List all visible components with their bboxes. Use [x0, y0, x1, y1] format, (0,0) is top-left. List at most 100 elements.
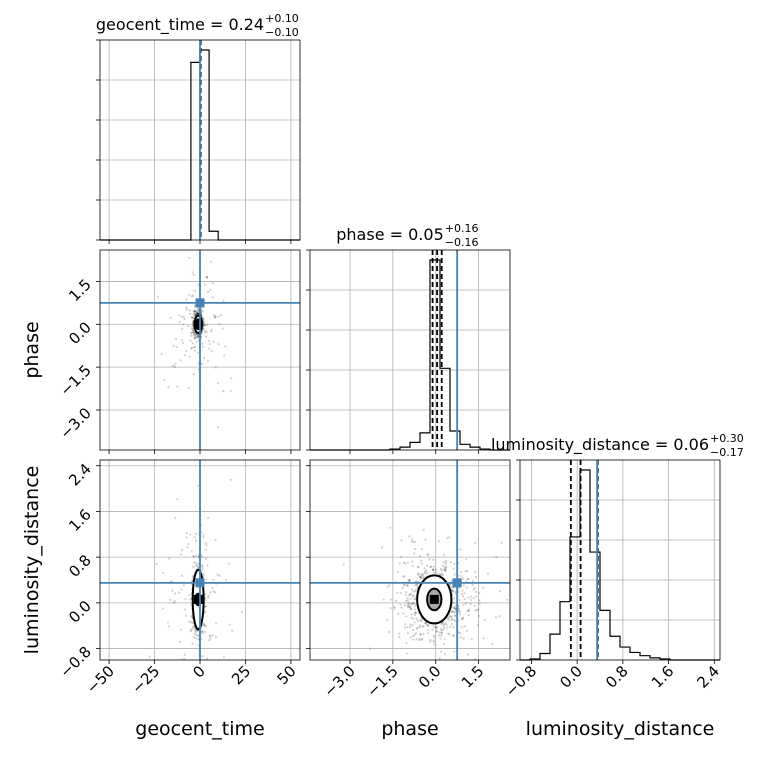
sample-point — [189, 598, 192, 601]
sample-point — [178, 320, 181, 324]
sample-point — [386, 585, 389, 588]
sample-point — [475, 608, 479, 612]
sample-point — [419, 555, 422, 558]
sample-point — [189, 312, 192, 315]
sample-point — [444, 567, 447, 570]
sample-point — [459, 632, 462, 635]
sample-point — [424, 622, 427, 625]
title-minus: −0.17 — [710, 446, 744, 459]
sample-point — [414, 605, 417, 608]
sample-point — [160, 352, 163, 356]
sample-point — [201, 624, 204, 627]
sample-point — [443, 638, 446, 641]
sample-point — [191, 328, 194, 332]
scatter-phase-luminosity_distance — [310, 460, 510, 660]
sample-point — [419, 632, 422, 636]
sample-point — [206, 323, 209, 327]
sample-point — [166, 621, 169, 624]
sample-point — [190, 316, 194, 319]
sample-point — [197, 351, 200, 354]
sample-point — [192, 554, 195, 558]
sample-point — [404, 623, 407, 626]
sample-point — [188, 309, 191, 312]
sample-point — [438, 572, 441, 575]
sample-point — [409, 592, 412, 595]
sample-point — [448, 583, 452, 586]
sample-point — [210, 330, 213, 333]
sample-point — [420, 573, 423, 577]
sample-point — [190, 347, 193, 350]
sample-point — [190, 331, 194, 334]
sample-point — [197, 634, 200, 637]
sample-point — [191, 322, 194, 326]
sample-point — [202, 573, 205, 576]
sample-point — [186, 546, 189, 549]
sample-point — [495, 555, 498, 559]
sample-point — [193, 337, 196, 341]
sample-point — [195, 634, 198, 637]
sample-point — [209, 288, 212, 291]
sample-point — [418, 639, 421, 642]
sample-point — [413, 552, 416, 555]
sample-point — [438, 657, 441, 660]
sample-point — [486, 572, 490, 575]
sample-point — [419, 559, 423, 562]
sample-point — [431, 568, 434, 571]
sample-point — [450, 585, 454, 588]
sample-point — [194, 637, 197, 640]
sample-point — [207, 516, 210, 520]
sample-point — [444, 561, 447, 564]
sample-point — [190, 346, 194, 350]
sample-point — [412, 594, 415, 597]
sample-point — [194, 532, 198, 535]
sample-point — [422, 577, 425, 580]
panel-frame-phase-luminosity_distance — [309, 459, 511, 661]
sample-point — [178, 314, 181, 317]
sample-point — [412, 540, 415, 543]
sample-point — [196, 310, 200, 313]
sample-point — [209, 637, 212, 640]
sample-point — [454, 610, 457, 613]
sample-point — [191, 330, 195, 333]
sample-point — [445, 566, 448, 569]
sample-point — [453, 562, 456, 566]
sample-point — [183, 317, 186, 320]
sample-point — [183, 653, 186, 656]
title-text: phase = 0.05 — [336, 225, 443, 244]
sample-point — [195, 333, 198, 336]
sample-point — [194, 313, 197, 317]
sample-point — [432, 625, 435, 628]
sample-point — [414, 632, 418, 635]
sample-point — [442, 626, 446, 630]
sample-point — [414, 611, 417, 614]
sample-point — [214, 539, 217, 542]
title-plus: +0.16 — [445, 222, 479, 235]
sample-point — [214, 366, 217, 369]
sample-point — [427, 628, 430, 632]
sample-point — [185, 532, 188, 535]
sample-point — [460, 592, 463, 596]
sample-point — [171, 364, 174, 367]
xtick-label-luminosity_distance: −0.8 — [502, 662, 540, 700]
sample-point — [169, 316, 172, 320]
sample-point — [195, 311, 199, 314]
median-marker — [429, 594, 439, 604]
sample-point — [181, 341, 185, 344]
sample-point — [408, 606, 412, 609]
sample-point — [156, 295, 160, 298]
sample-point — [418, 625, 422, 629]
sample-point — [225, 578, 228, 581]
sample-point — [422, 572, 425, 576]
sample-point — [162, 571, 165, 574]
sample-point — [189, 533, 192, 536]
sample-point — [425, 624, 429, 627]
sample-point — [212, 340, 215, 344]
sample-point — [440, 634, 443, 637]
sample-point — [196, 709, 198, 711]
sample-point — [207, 290, 210, 293]
sample-point — [195, 712, 197, 714]
xtick-label-luminosity_distance: 2.4 — [694, 662, 724, 692]
sample-point — [405, 599, 408, 602]
gridlines-phase-luminosity_distance — [310, 460, 510, 660]
sample-point — [204, 630, 207, 634]
